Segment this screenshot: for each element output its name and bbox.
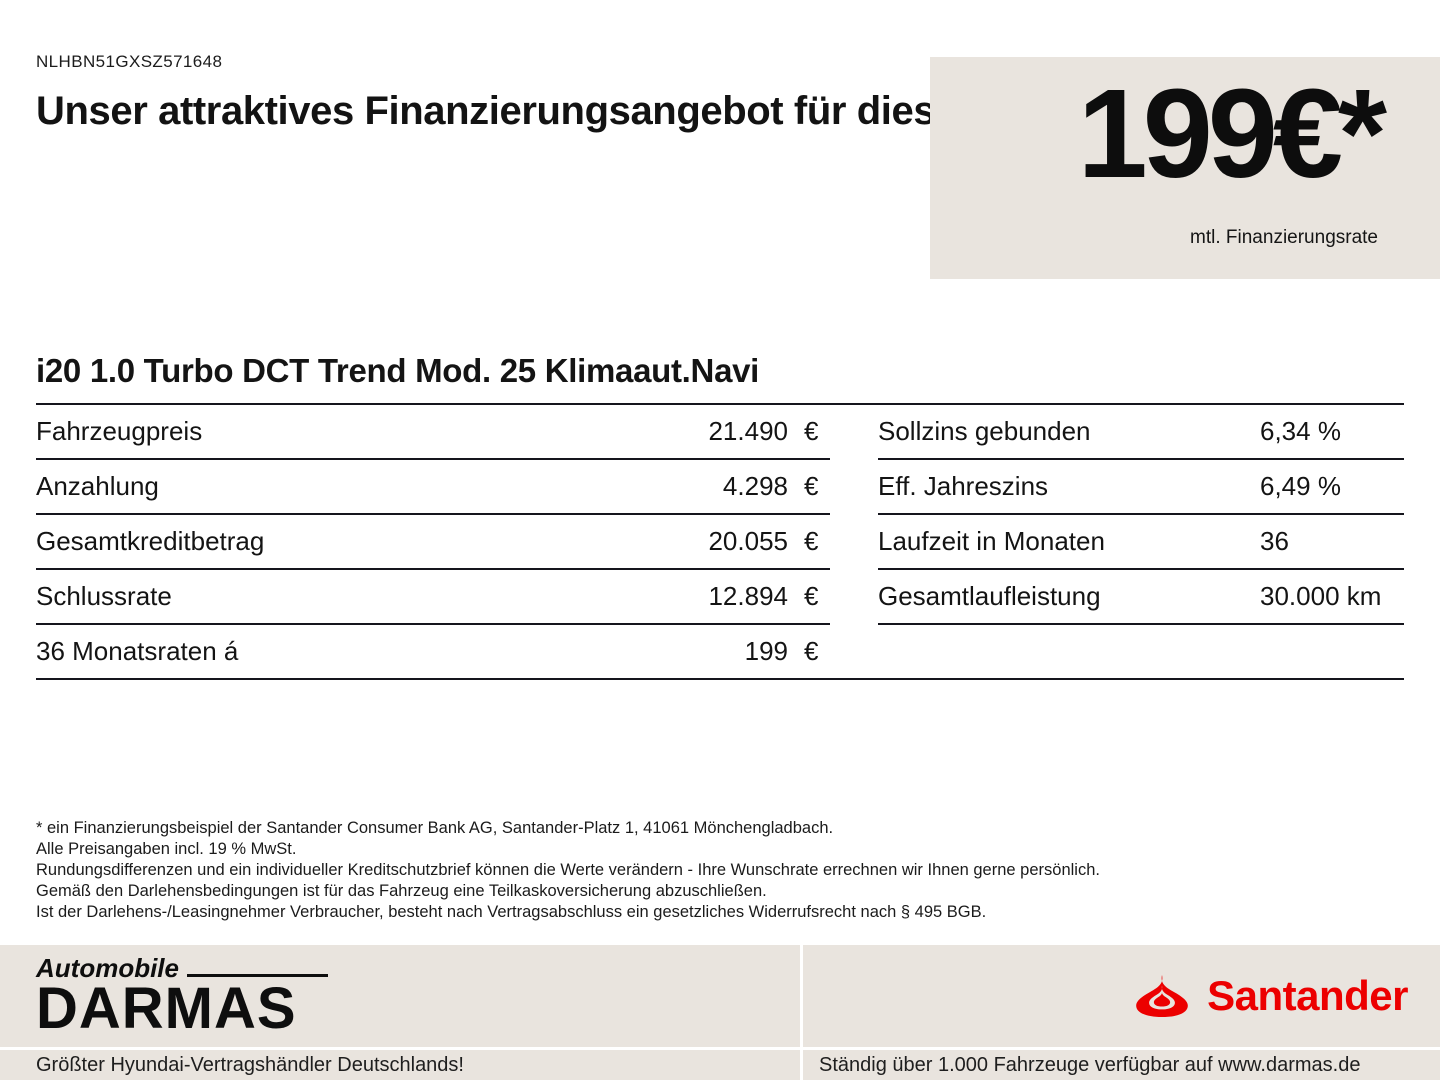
finance-value: 199	[744, 636, 788, 666]
fine-print-line: Gemäß den Darlehensbedingungen ist für d…	[36, 882, 767, 900]
table-row-gesamtlaufleistung: Gesamtlaufleistung 30.000 km	[878, 570, 1404, 625]
finance-label: 36 Monatsraten á	[36, 636, 239, 666]
vehicle-vin: NLHBN51GXSZ571648	[36, 52, 223, 71]
vehicle-title: i20 1.0 Turbo DCT Trend Mod. 25 Klimaaut…	[36, 352, 1404, 405]
finance-label: Anzahlung	[36, 471, 159, 501]
finance-table: Fahrzeugpreis 21.490 € Anzahlung 4.298 €…	[36, 405, 1404, 625]
table-row-fahrzeugpreis: Fahrzeugpreis 21.490 €	[36, 405, 830, 460]
table-row-laufzeit: Laufzeit in Monaten 36	[878, 515, 1404, 570]
santander-wordmark: Santander	[1207, 972, 1408, 1019]
table-row-gesamtkreditbetrag: Gesamtkreditbetrag 20.055 €	[36, 515, 830, 570]
dealer-logo-rule	[187, 973, 328, 977]
finance-unit: €	[804, 581, 819, 611]
table-row-sollzins: Sollzins gebunden 6,34 %	[878, 405, 1404, 460]
footer: Automobile DARMAS Santander Größter Hyun…	[0, 945, 1440, 1080]
finance-value: 20.055	[708, 526, 788, 556]
santander-flame-icon	[1136, 974, 1188, 1018]
finance-value: 21.490	[708, 416, 788, 446]
finance-value: 30.000 km	[1260, 581, 1382, 611]
finance-unit: €	[804, 526, 819, 556]
finance-value: 6,49 %	[1260, 471, 1341, 501]
finance-unit: €	[804, 416, 819, 446]
fine-print: * ein Finanzierungsbeispiel der Santande…	[36, 818, 1400, 923]
fine-print-line: Ist der Darlehens-/Leasingnehmer Verbrau…	[36, 903, 987, 921]
table-row-anzahlung: Anzahlung 4.298 €	[36, 460, 830, 515]
finance-label: Eff. Jahreszins	[878, 471, 1049, 501]
fine-print-line: Alle Preisangaben incl. 19 % MwSt.	[36, 840, 297, 858]
finance-label: Gesamtkreditbetrag	[36, 526, 265, 556]
monthly-rate-caption: mtl. Finanzierungsrate	[1190, 227, 1378, 248]
santander-logo-cell: Santander	[803, 945, 1440, 1047]
finance-label: Laufzeit in Monaten	[878, 526, 1105, 556]
dealer-logo-darmas: DARMAS	[36, 975, 297, 1041]
finance-value: 6,34 %	[1260, 416, 1341, 446]
finance-unit: €	[804, 636, 819, 666]
finance-value: 4.298	[722, 471, 788, 501]
footer-right-tagline-cell: Ständig über 1.000 Fahrzeuge verfügbar a…	[803, 1050, 1440, 1080]
darmas-logo: Automobile DARMAS	[36, 955, 328, 1038]
monthly-rate-value: 199€*	[1077, 63, 1387, 204]
finance-table-right-column: Sollzins gebunden 6,34 % Eff. Jahreszins…	[878, 405, 1404, 625]
finance-label: Schlussrate	[36, 581, 172, 611]
table-row-eff-jahreszins: Eff. Jahreszins 6,49 %	[878, 460, 1404, 515]
santander-logo: Santander	[1131, 974, 1408, 1018]
finance-section: i20 1.0 Turbo DCT Trend Mod. 25 Klimaaut…	[36, 352, 1404, 680]
dealer-tagline: Größter Hyundai-Vertragshändler Deutschl…	[36, 1053, 464, 1076]
finance-label: Fahrzeugpreis	[36, 416, 203, 446]
fine-print-line: * ein Finanzierungsbeispiel der Santande…	[36, 819, 834, 837]
dealer-logo-cell: Automobile DARMAS	[0, 945, 800, 1047]
website-tagline: Ständig über 1.000 Fahrzeuge verfügbar a…	[819, 1053, 1361, 1076]
finance-label: Sollzins gebunden	[878, 416, 1091, 446]
finance-value: 12.894	[708, 581, 788, 611]
table-row-monatsraten: 36 Monatsraten á 199 €	[36, 625, 1404, 680]
finance-label: Gesamtlaufleistung	[878, 581, 1101, 611]
finance-unit: €	[804, 471, 819, 501]
table-row-schlussrate: Schlussrate 12.894 €	[36, 570, 830, 625]
finance-value: 36	[1260, 526, 1289, 556]
rate-highlight-box: 199€* mtl. Finanzierungsrate	[930, 57, 1440, 279]
finance-table-left-column: Fahrzeugpreis 21.490 € Anzahlung 4.298 €…	[36, 405, 830, 625]
dealer-logo-automobile: Automobile	[36, 952, 179, 983]
fine-print-line: Rundungsdifferenzen und ein individuelle…	[36, 861, 1100, 879]
footer-left-tagline-cell: Größter Hyundai-Vertragshändler Deutschl…	[0, 1050, 800, 1080]
